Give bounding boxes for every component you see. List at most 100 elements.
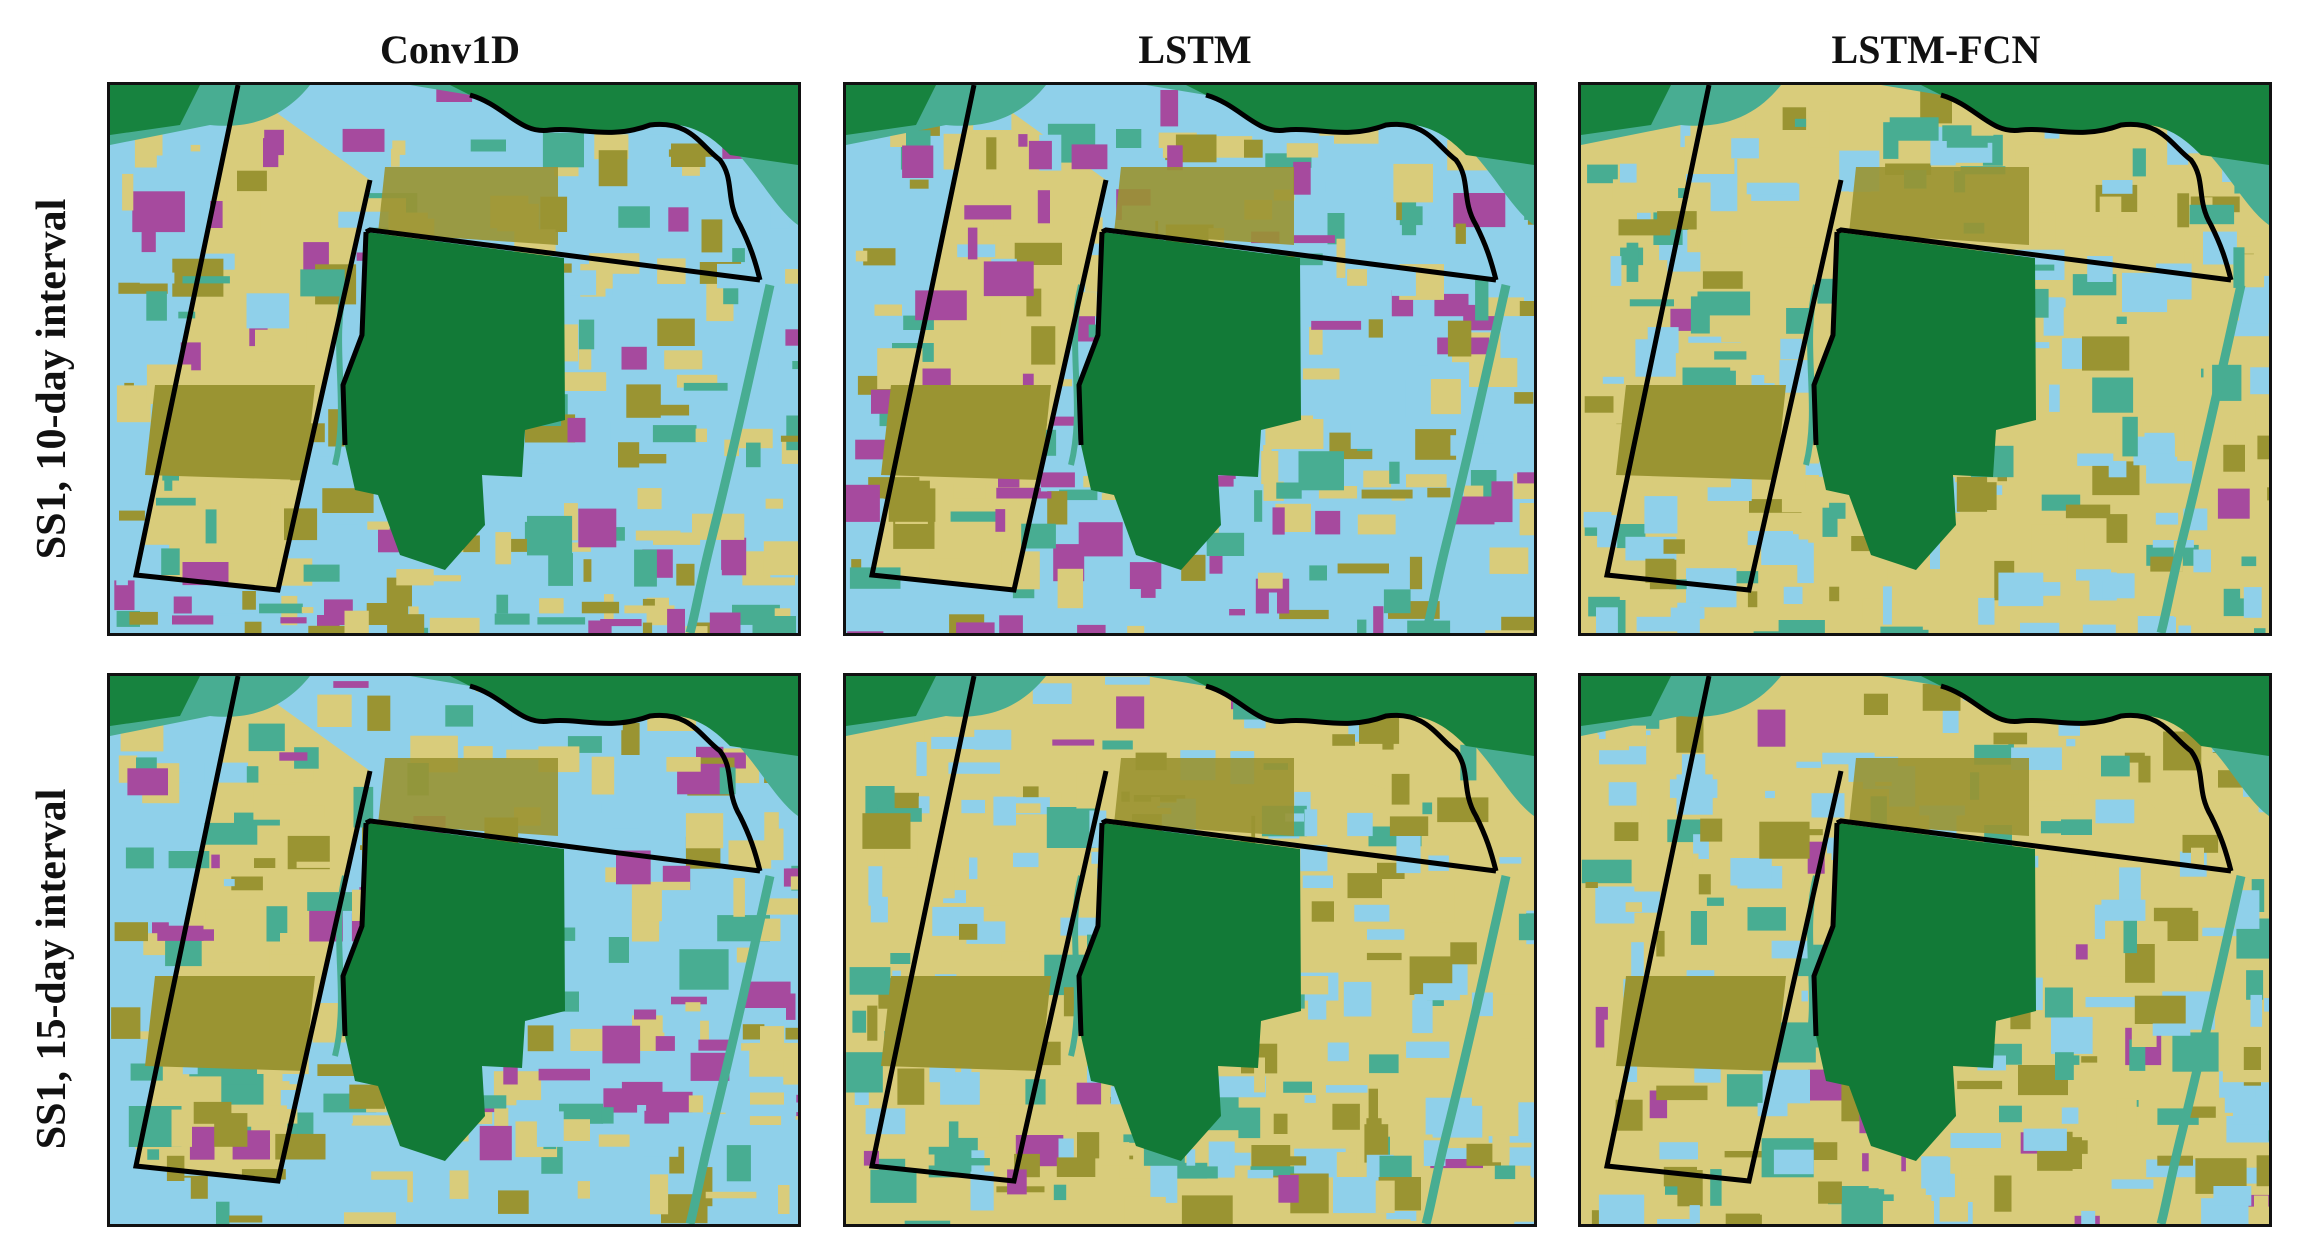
land-parcel [266,906,288,942]
land-parcel [1167,145,1183,171]
land-parcel [1656,930,1665,957]
land-parcel [2043,297,2064,336]
land-parcel [570,270,597,296]
land-parcel [259,603,303,614]
land-parcel [1730,858,1772,886]
land-parcel [1031,326,1056,365]
land-parcel [1614,822,1639,841]
land-parcel [2038,212,2056,247]
land-parcel [2250,367,2269,395]
olive-field [145,976,315,1071]
land-parcel [1412,1000,1433,1034]
land-parcel [204,762,248,783]
land-parcel [1587,164,1618,184]
land-parcel [1409,556,1423,590]
land-parcel [1244,139,1263,158]
land-parcel [1514,392,1534,404]
land-parcel [2178,625,2192,633]
land-parcel [642,622,653,633]
land-parcel [1509,1147,1534,1166]
land-parcel [2101,755,2130,777]
land-parcel [1304,1095,1316,1103]
land-parcel [960,314,1001,338]
land-parcel [949,1158,990,1166]
land-parcel [1453,193,1506,228]
land-parcel [1631,942,1644,983]
land-parcel [685,813,724,849]
land-parcel [1332,734,1355,746]
classification-map [1581,85,2269,633]
land-parcel [674,911,715,942]
land-parcel [749,1116,782,1125]
land-parcel [698,1039,731,1051]
land-parcel [970,1171,994,1211]
land-parcel [1368,319,1383,338]
land-parcel [307,892,353,911]
olive-field [145,385,315,480]
land-parcel [1415,429,1457,460]
land-parcel [795,1116,798,1123]
land-parcel [1396,835,1421,874]
land-parcel [255,329,273,362]
land-parcel [902,145,934,178]
land-parcel [1714,351,1747,360]
land-parcel [1379,1155,1412,1178]
land-parcel [1765,790,1775,799]
land-parcel [1325,1085,1368,1093]
land-parcel [752,616,796,633]
land-parcel [253,784,296,820]
land-parcel [1950,1133,2001,1148]
forest-band [1581,85,1671,135]
land-parcel [189,1126,215,1160]
land-parcel [1057,568,1084,609]
land-parcel [888,488,936,522]
boundary-outline [340,231,369,446]
land-parcel [849,567,901,589]
land-parcel [1656,1085,1708,1101]
land-parcel [1105,676,1150,685]
land-parcel [231,876,263,891]
land-parcel [2193,549,2211,573]
land-parcel [1811,793,1845,818]
land-parcel [1495,963,1523,995]
land-parcel [1697,291,1751,316]
land-parcel [1357,619,1367,633]
land-parcel [2095,799,2135,824]
land-parcel [918,796,930,814]
land-parcel [116,385,151,423]
land-parcel [750,1092,784,1105]
land-parcel [1757,709,1786,747]
land-parcel [1930,530,1940,570]
olive-field [1616,385,1786,480]
land-parcel [2246,970,2264,1000]
land-parcel [537,617,586,625]
classification-map [1581,676,2269,1224]
land-parcel [2129,1039,2146,1071]
river-boundary [1940,92,2234,281]
land-parcel [744,981,791,1008]
land-parcel [1636,616,1680,632]
land-parcel [642,598,655,606]
land-parcel [939,867,955,899]
land-parcel [2081,1210,2096,1224]
land-parcel [1127,625,1145,633]
land-parcel [1354,904,1390,922]
land-parcel [909,179,929,189]
land-parcel [1450,942,1477,965]
land-parcel [870,896,888,923]
land-parcel [1037,190,1050,224]
land-parcel [786,415,798,451]
land-parcel [1680,111,1691,148]
land-parcel [1677,602,1700,633]
land-parcel [1298,451,1344,491]
land-parcel [855,250,868,262]
land-parcel [114,580,135,611]
land-parcel [738,432,763,442]
land-parcel [2061,338,2084,369]
land-parcel [1710,1169,1722,1206]
land-parcel [141,1177,191,1206]
land-parcel [2234,320,2269,337]
land-parcel [351,1115,391,1126]
stream [2156,875,2246,1224]
land-parcel [1488,1136,1534,1143]
